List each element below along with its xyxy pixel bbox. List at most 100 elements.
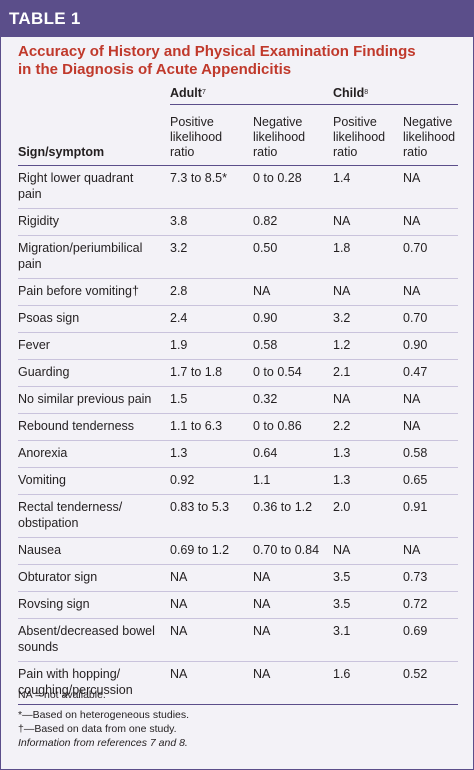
adult-negative-cell: 0.90 — [253, 305, 333, 333]
child-positive-cell: 1.3 — [333, 440, 403, 468]
adult-positive-cell: 0.69 to 1.2 — [170, 537, 253, 565]
child-negative-cell: 0.52 — [403, 661, 458, 705]
table-row: Anorexia 1.3 0.64 1.3 0.58 — [18, 440, 458, 468]
header-symptom: Sign/symptom — [18, 104, 170, 166]
adult-positive-cell: NA — [170, 661, 253, 705]
child-positive-cell: 3.1 — [333, 618, 403, 662]
title-line: Accuracy of History and Physical Examina… — [18, 43, 416, 60]
symptom-cell: Anorexia — [18, 440, 170, 468]
child-negative-cell: NA — [403, 208, 458, 236]
column-header-row: Sign/symptom Positive likelihood ratio Neg… — [18, 104, 458, 166]
child-negative-cell: 0.65 — [403, 467, 458, 495]
adult-negative-cell: 0.70 to 0.84 — [253, 537, 333, 565]
table-row: Fever 1.9 0.58 1.2 0.90 — [18, 332, 458, 360]
header-adult-negative: Negative likelihood ratio — [253, 104, 333, 166]
symptom-cell: Rovsing sign — [18, 591, 170, 619]
symptom-cell: Fever — [18, 332, 170, 360]
adult-positive-cell: 2.4 — [170, 305, 253, 333]
adult-negative-cell: 0.58 — [253, 332, 333, 360]
table-row: Rovsing sign NA NA 3.5 0.72 — [18, 591, 458, 619]
symptom-cell: Rigidity — [18, 208, 170, 236]
adult-positive-cell: 7.3 to 8.5* — [170, 165, 253, 209]
child-negative-cell: 0.47 — [403, 359, 458, 387]
adult-positive-cell: 1.3 — [170, 440, 253, 468]
table-banner: TABLE 1 — [1, 1, 473, 37]
adult-negative-cell: 0 to 0.54 — [253, 359, 333, 387]
table-row: Nausea 0.69 to 1.2 0.70 to 0.84 NA NA — [18, 537, 458, 565]
table-row: Psoas sign 2.4 0.90 3.2 0.70 — [18, 305, 458, 333]
symptom-cell: Migration/periumbilical pain — [18, 235, 170, 279]
adult-positive-cell: NA — [170, 564, 253, 592]
child-negative-cell: 0.73 — [403, 564, 458, 592]
symptom-cell: Right lower quadrant pain — [18, 165, 170, 209]
adult-negative-cell: NA — [253, 564, 333, 592]
adult-positive-cell: 3.8 — [170, 208, 253, 236]
adult-negative-cell: NA — [253, 591, 333, 619]
adult-negative-cell: NA — [253, 618, 333, 662]
table-row: Vomiting 0.92 1.1 1.3 0.65 — [18, 467, 458, 495]
adult-negative-cell: 0 to 0.28 — [253, 165, 333, 209]
symptom-cell: Guarding — [18, 359, 170, 387]
child-positive-cell: 2.1 — [333, 359, 403, 387]
symptom-cell: Vomiting — [18, 467, 170, 495]
adult-negative-cell: NA — [253, 661, 333, 705]
adult-positive-cell: NA — [170, 591, 253, 619]
child-positive-cell: 3.2 — [333, 305, 403, 333]
table-row: Absent/decreased bowel sounds NA NA 3.1 0.69 — [18, 618, 458, 662]
child-positive-cell: 1.3 — [333, 467, 403, 495]
child-negative-cell: NA — [403, 278, 458, 306]
adult-ref: 7 — [201, 89, 206, 96]
child-positive-cell: 3.5 — [333, 564, 403, 592]
child-negative-cell: 0.58 — [403, 440, 458, 468]
table-row: Rebound tenderness 1.1 to 6.3 0 to 0.86 2.2… — [18, 413, 458, 441]
child-positive-cell: NA — [333, 386, 403, 414]
adult-positive-cell: 1.5 — [170, 386, 253, 414]
adult-negative-cell: 0.64 — [253, 440, 333, 468]
symptom-cell: Pain before vomiting† — [18, 278, 170, 306]
adult-negative-cell: 0.50 — [253, 235, 333, 279]
child-negative-cell: NA — [403, 386, 458, 414]
child-positive-cell: NA — [333, 537, 403, 565]
child-negative-cell: 0.70 — [403, 305, 458, 333]
table-row: Rectal tenderness/obstipation 0.83 to 5.3… — [18, 494, 458, 538]
adult-negative-cell: 0.32 — [253, 386, 333, 414]
symptom-cell: Absent/decreased bowel sounds — [18, 618, 170, 662]
table-row: Guarding 1.7 to 1.8 0 to 0.54 2.1 0.47 — [18, 359, 458, 387]
child-positive-cell: 1.4 — [333, 165, 403, 209]
symptom-cell: Rectal tenderness/obstipation — [18, 494, 170, 538]
adult-positive-cell: 1.7 to 1.8 — [170, 359, 253, 387]
child-negative-cell: NA — [403, 413, 458, 441]
table-title: Accuracy of History and Physical Examina… — [18, 43, 473, 79]
child-negative-cell: 0.90 — [403, 332, 458, 360]
abbreviation-note: NA = not available. — [18, 689, 106, 701]
header-adult-positive: Positive likelihood ratio — [170, 104, 253, 166]
symptom-cell: Nausea — [18, 537, 170, 565]
table-row: Migration/periumbilical pain 3.2 0.50 1.8 0.7… — [18, 235, 458, 279]
table-row: No similar previous pain 1.5 0.32 NA NA — [18, 386, 458, 414]
table-body: Right lower quadrant pain 7.3 to 8.5* 0 to … — [18, 165, 458, 705]
child-negative-cell: NA — [403, 537, 458, 565]
adult-positive-cell: 0.92 — [170, 467, 253, 495]
group-child: Child8 — [333, 79, 458, 105]
table-notes: NA = not available. *—Based on heterogen… — [18, 688, 189, 750]
adult-positive-cell: 3.2 — [170, 235, 253, 279]
child-negative-cell: 0.72 — [403, 591, 458, 619]
symptom-cell: Obturator sign — [18, 564, 170, 592]
child-negative-cell: 0.69 — [403, 618, 458, 662]
symptom-cell: Pain with hopping/coughing/percussion — [18, 661, 170, 705]
group-adult: Adult7 — [170, 79, 333, 105]
title-line: in the Diagnosis of Acute Appendicitis — [18, 61, 292, 78]
adult-negative-cell: 0.82 — [253, 208, 333, 236]
adult-positive-cell: 1.1 to 6.3 — [170, 413, 253, 441]
source-note: Information from references 7 and 8. — [18, 737, 188, 749]
child-negative-cell: 0.91 — [403, 494, 458, 538]
adult-positive-cell: NA — [170, 618, 253, 662]
adult-negative-cell: 0.36 to 1.2 — [253, 494, 333, 538]
table-row: Rigidity 3.8 0.82 NA NA — [18, 208, 458, 236]
child-positive-cell: 2.2 — [333, 413, 403, 441]
adult-negative-cell: 1.1 — [253, 467, 333, 495]
adult-positive-cell: 1.9 — [170, 332, 253, 360]
adult-negative-cell: NA — [253, 278, 333, 306]
child-positive-cell: NA — [333, 278, 403, 306]
